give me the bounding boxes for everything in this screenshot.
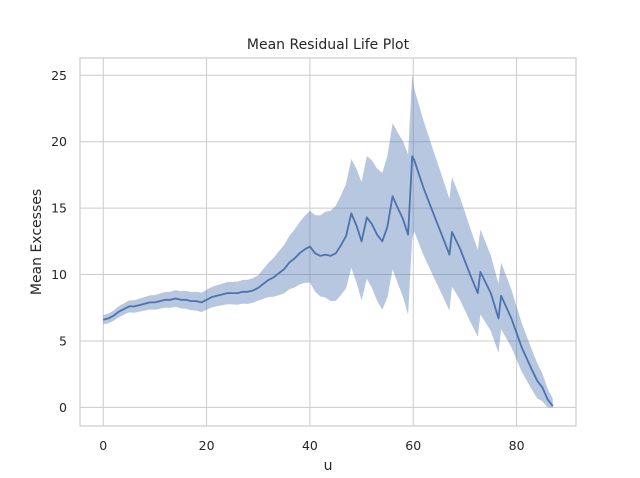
plot-frame bbox=[79, 57, 577, 427]
x-tick-label: 20 bbox=[199, 438, 215, 453]
x-axis-label: u bbox=[324, 458, 333, 474]
series-line bbox=[103, 155, 554, 407]
y-tick-label: 20 bbox=[51, 134, 67, 149]
y-tick-label: 25 bbox=[51, 68, 67, 83]
y-axis-ticks: 0 5 10 15 20 25 bbox=[51, 68, 67, 415]
y-axis-label: Mean Excesses bbox=[29, 189, 45, 295]
x-axis-ticks: 0 20 40 60 80 bbox=[99, 438, 524, 453]
grid bbox=[80, 58, 576, 426]
y-tick-label: 5 bbox=[59, 333, 67, 348]
x-tick-label: 80 bbox=[509, 438, 525, 453]
x-tick-label: 0 bbox=[99, 438, 107, 453]
chart-title: Mean Residual Life Plot bbox=[247, 37, 410, 53]
y-tick-label: 0 bbox=[59, 400, 67, 415]
y-tick-label: 15 bbox=[51, 201, 67, 216]
x-tick-label: 60 bbox=[405, 438, 421, 453]
x-tick-label: 40 bbox=[302, 438, 318, 453]
y-tick-label: 10 bbox=[51, 267, 67, 282]
confidence-band bbox=[103, 74, 553, 408]
